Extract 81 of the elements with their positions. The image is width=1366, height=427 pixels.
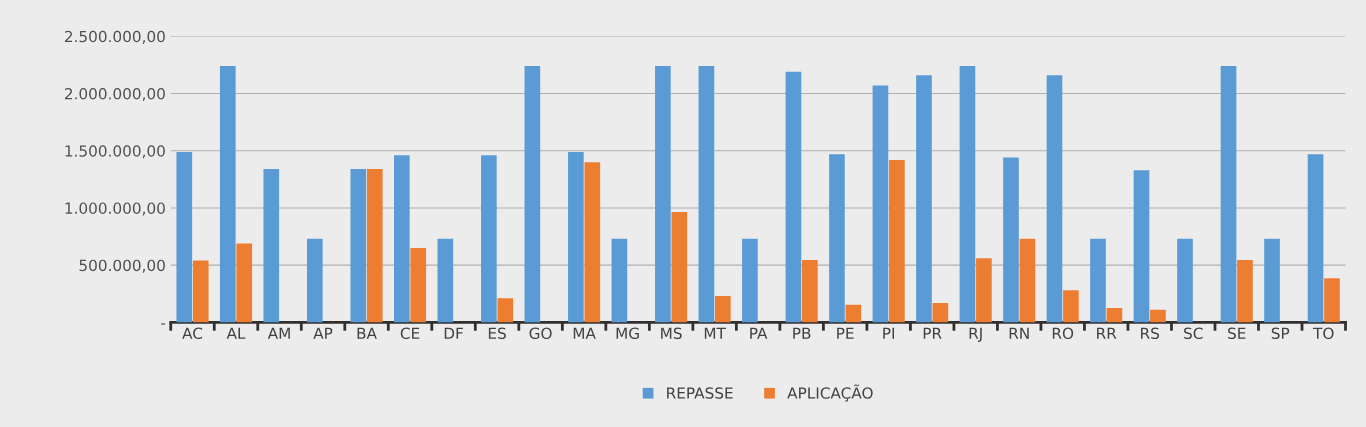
x-tick-label: PB <box>793 327 811 339</box>
bar <box>1046 75 1063 323</box>
bar <box>611 238 628 323</box>
bar <box>698 66 715 323</box>
x-tick-label: RO <box>1052 327 1074 340</box>
y-tick-label: - <box>161 323 166 325</box>
bar <box>1106 308 1123 323</box>
x-tick-label: MA <box>573 327 596 339</box>
x-tick-label: PA <box>750 327 768 339</box>
x-tick-label: MT <box>704 327 726 339</box>
bar <box>568 151 584 323</box>
bar <box>1220 66 1237 323</box>
bar <box>410 248 427 323</box>
bar <box>715 296 731 323</box>
bar <box>1177 238 1193 323</box>
y-tick-label: 2.500.000,00 <box>64 30 165 44</box>
x-tick-label: PI <box>883 327 895 339</box>
x-tick-label: RN <box>1009 327 1029 339</box>
bar <box>671 211 688 323</box>
x-tick-label: BA <box>357 327 377 339</box>
x-tick-label: AM <box>267 327 290 339</box>
y-tick-label: 1.000.000,00 <box>65 202 165 216</box>
bar <box>350 169 367 323</box>
x-tick-label: AP <box>313 327 333 339</box>
bar <box>742 238 758 323</box>
bar <box>497 298 514 323</box>
bar <box>1324 278 1340 323</box>
x-tick-label: DF <box>444 327 463 339</box>
bar <box>932 302 949 323</box>
bar <box>481 155 497 323</box>
x-tick-label: ES <box>488 327 506 340</box>
bar <box>845 304 862 323</box>
bar <box>889 159 905 323</box>
bar <box>394 155 410 323</box>
x-tick-label: PE <box>837 327 854 339</box>
x-tick-label: RS <box>1141 327 1160 340</box>
bar <box>872 85 889 323</box>
legend-label: REPASSE <box>667 387 733 399</box>
bar <box>785 71 802 323</box>
x-tick-label: RJ <box>969 327 982 342</box>
bar <box>655 66 671 323</box>
y-tick-label: 500.000,00 <box>79 259 165 273</box>
bar <box>1063 290 1079 323</box>
bar <box>1307 154 1324 323</box>
x-tick-label: AC <box>182 327 203 340</box>
bar <box>959 66 976 323</box>
bar <box>1150 309 1166 323</box>
bar <box>1133 170 1150 323</box>
x-tick-label: TO <box>1313 327 1334 340</box>
bar <box>176 151 193 323</box>
bar <box>437 238 454 323</box>
bar <box>306 238 323 323</box>
bar <box>366 169 383 323</box>
x-tick-label: PR <box>923 327 942 339</box>
bar <box>802 260 818 323</box>
bar <box>829 154 845 323</box>
x-tick-label: SP <box>1271 327 1290 340</box>
bar <box>976 258 992 323</box>
x-tick-label: CE <box>400 327 420 340</box>
x-tick-label: MG <box>616 327 639 340</box>
x-tick-label: SC <box>1184 327 1203 340</box>
x-tick-label: MS <box>661 327 682 340</box>
y-tick-label: 1.500.000,00 <box>65 145 165 159</box>
bar <box>263 169 280 323</box>
bar <box>524 66 541 323</box>
x-tick-label: GO <box>529 327 552 340</box>
bar <box>916 75 932 323</box>
bar <box>584 162 601 323</box>
x-tick-label: AL <box>226 327 246 339</box>
bar <box>1003 157 1019 323</box>
bar <box>192 260 209 323</box>
bar <box>236 243 253 323</box>
bar <box>1019 238 1036 323</box>
x-tick-label: RR <box>1097 327 1117 339</box>
bar <box>1237 260 1253 323</box>
x-tick-label: SE <box>1228 327 1246 340</box>
bar <box>1264 238 1280 323</box>
bar <box>219 66 236 323</box>
y-tick-label: 2.000.000,00 <box>64 87 165 102</box>
legend-label: APLICAÇÃO <box>787 384 873 402</box>
bar <box>1090 238 1106 323</box>
